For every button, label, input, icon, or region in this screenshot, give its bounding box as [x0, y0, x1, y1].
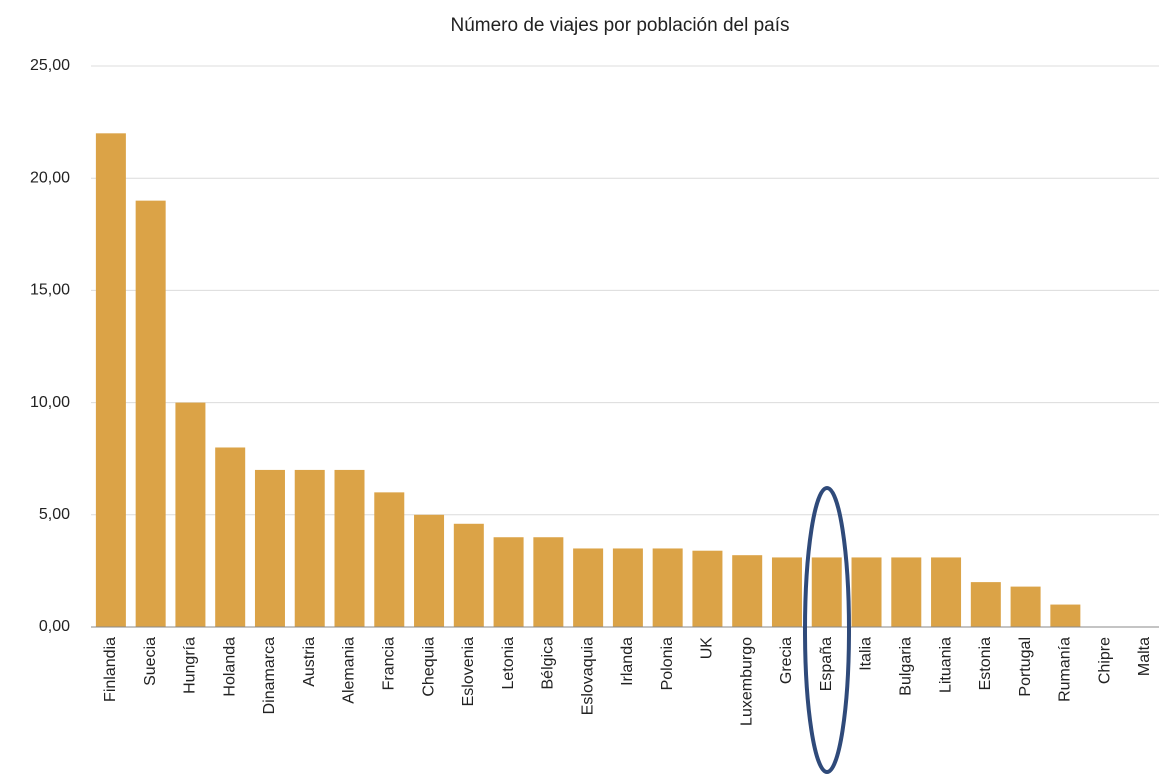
- x-tick-label: Finlandia: [102, 637, 119, 702]
- x-tick-label: Grecia: [778, 637, 795, 684]
- bar: [294, 469, 325, 627]
- y-tick-label: 20,00: [30, 169, 70, 186]
- y-tick-label: 0,00: [39, 618, 70, 635]
- bar: [891, 557, 922, 627]
- bar: [215, 447, 246, 627]
- x-tick-label: Eslovenia: [460, 637, 477, 706]
- x-tick-label: Chipre: [1096, 637, 1113, 684]
- bar: [533, 537, 564, 627]
- x-tick-label: Bulgaria: [898, 637, 915, 696]
- x-tick-label: Hungría: [182, 637, 199, 694]
- bar: [135, 200, 166, 627]
- x-tick-label: Letonia: [500, 637, 517, 690]
- bar: [414, 514, 445, 627]
- plot-area: 0,00 5,00 10,00 15,00 20,00 25,00 Finlandia Sue…: [30, 57, 1159, 726]
- bar: [652, 548, 683, 627]
- x-tick-label: Francia: [380, 637, 397, 690]
- bar: [334, 469, 365, 627]
- x-tick-label: Holanda: [221, 637, 238, 697]
- bar: [493, 537, 524, 627]
- x-tick-label: Luxemburgo: [738, 637, 755, 726]
- bar: [811, 557, 842, 627]
- y-tick-label: 10,00: [30, 394, 70, 411]
- bar: [573, 548, 604, 627]
- x-tick-label: Rumanía: [1057, 637, 1074, 702]
- x-tick-label: Irlanda: [619, 637, 636, 686]
- highlight-ellipse: [803, 486, 851, 774]
- bar: [851, 557, 882, 627]
- x-tick-label: Eslovaquia: [579, 637, 596, 715]
- bar: [453, 523, 484, 627]
- x-tick-label: UK: [699, 637, 716, 660]
- bar: [374, 492, 405, 627]
- bar: [732, 555, 763, 627]
- y-tick-label: 25,00: [30, 57, 70, 74]
- y-tick-label: 15,00: [30, 282, 70, 299]
- bar: [254, 469, 285, 627]
- x-tick-label: Lituania: [937, 637, 954, 693]
- bar: [970, 582, 1001, 627]
- x-tick-label: Portugal: [1017, 637, 1034, 697]
- x-tick-label: Alemania: [341, 637, 358, 704]
- x-tick-label: España: [818, 637, 835, 691]
- bar: [175, 402, 206, 627]
- x-tick-label: Austria: [301, 637, 318, 687]
- bar: [771, 557, 802, 627]
- bar: [95, 133, 126, 627]
- x-tick-label: Dinamarca: [261, 637, 278, 714]
- chart-title: Número de viajes por población del país: [450, 15, 789, 36]
- x-tick-label: Estonia: [977, 637, 994, 690]
- x-tick-label: Bélgica: [540, 637, 557, 690]
- x-tick-label: Malta: [1136, 637, 1153, 676]
- x-tick-label: Suecia: [142, 637, 159, 686]
- x-tick-label: Italia: [858, 637, 875, 671]
- y-tick-label: 5,00: [39, 506, 70, 523]
- bar: [692, 550, 723, 627]
- bar: [931, 557, 962, 627]
- bar: [1010, 586, 1041, 627]
- bar: [1050, 604, 1081, 627]
- x-tick-label: Chequia: [420, 637, 437, 697]
- x-tick-label: Polonia: [659, 637, 676, 690]
- bar: [612, 548, 643, 627]
